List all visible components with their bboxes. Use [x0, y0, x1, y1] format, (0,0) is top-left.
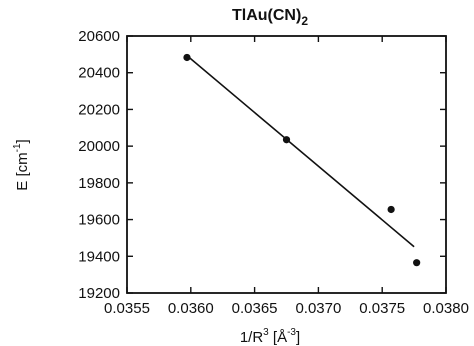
y-tick-label: 20200	[78, 101, 120, 118]
tick-label-group: 0.0355 0.0360 0.0365 0.0370 0.0375 0.0380 1920…	[78, 28, 469, 317]
x-axis-title: 1/R3 [Å-3]	[240, 327, 300, 346]
data-point	[387, 205, 395, 214]
data-point	[282, 136, 291, 144]
y-tick-label: 19400	[78, 248, 120, 265]
x-axis-unit-superscript: -3	[287, 327, 296, 338]
tick-group	[126, 35, 447, 294]
y-tick-label: 19600	[78, 212, 120, 229]
x-tick-label: 0.0380	[423, 300, 469, 317]
chart-title: TlAu(CN)2	[232, 7, 308, 28]
fit-line	[186, 55, 415, 248]
y-tick-label: 19200	[78, 285, 120, 302]
plot-frame	[126, 35, 447, 294]
y-tick-label: 19800	[78, 175, 120, 192]
y-axis-title: E [cm-1]	[12, 139, 31, 190]
data-point	[413, 259, 421, 267]
y-tick-label: 20600	[78, 28, 120, 45]
y-tick-label: 20400	[78, 65, 120, 82]
x-tick-label: 0.0370	[295, 300, 341, 317]
chart-title-subscript: 2	[301, 14, 308, 28]
y-tick-label: 20000	[78, 138, 120, 155]
series-marks	[183, 53, 421, 267]
data-point	[183, 53, 191, 62]
x-tick-label: 0.0360	[168, 300, 214, 317]
x-tick-label: 0.0355	[104, 300, 150, 317]
x-tick-label: 0.0375	[359, 300, 405, 317]
y-axis-title-superscript: -1	[12, 143, 23, 152]
x-axis-title-superscript: 3	[263, 327, 269, 338]
x-tick-label: 0.0365	[232, 300, 278, 317]
